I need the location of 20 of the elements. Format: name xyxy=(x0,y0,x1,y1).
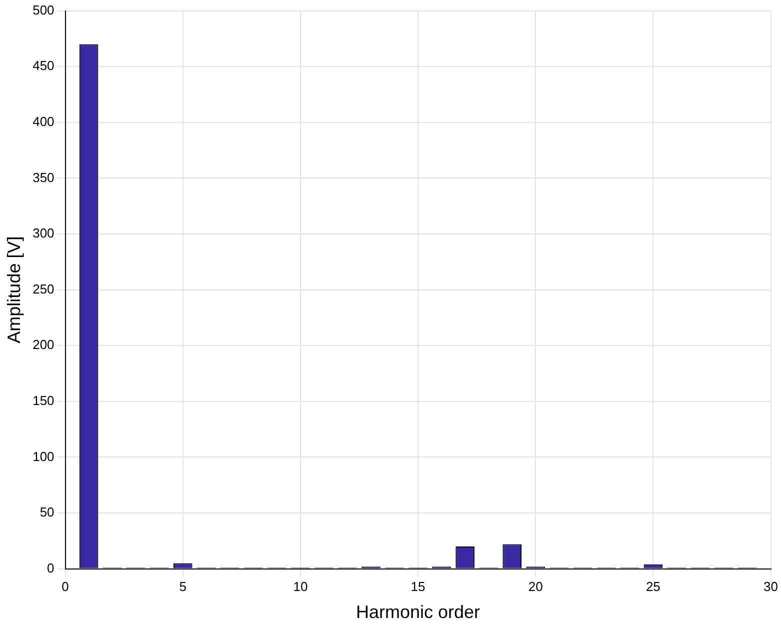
x-axis-title: Harmonic order xyxy=(356,602,480,622)
x-tick-label: 10 xyxy=(293,579,308,594)
y-tick-label: 300 xyxy=(32,226,54,241)
x-tick-label: 0 xyxy=(62,579,69,594)
x-tick-label: 15 xyxy=(410,579,426,594)
y-tick-label: 400 xyxy=(32,114,54,129)
y-tick-label: 100 xyxy=(32,448,54,464)
x-tick-label: 20 xyxy=(528,579,543,594)
x-tick-label: 30 xyxy=(764,579,778,594)
y-tick-label: 450 xyxy=(32,58,54,74)
y-tick-label: 50 xyxy=(40,504,54,520)
y-tick-label: 150 xyxy=(32,392,54,408)
y-tick-label: 350 xyxy=(32,170,54,185)
y-tick-label: 500 xyxy=(32,2,54,18)
x-tick-label: 25 xyxy=(646,579,660,594)
y-tick-label: 0 xyxy=(47,560,54,576)
y-tick-label: 250 xyxy=(32,281,54,296)
y-axis-title: Amplitude [V] xyxy=(4,236,24,344)
x-tick-label: 5 xyxy=(179,579,186,594)
y-tick-label: 200 xyxy=(32,337,54,352)
